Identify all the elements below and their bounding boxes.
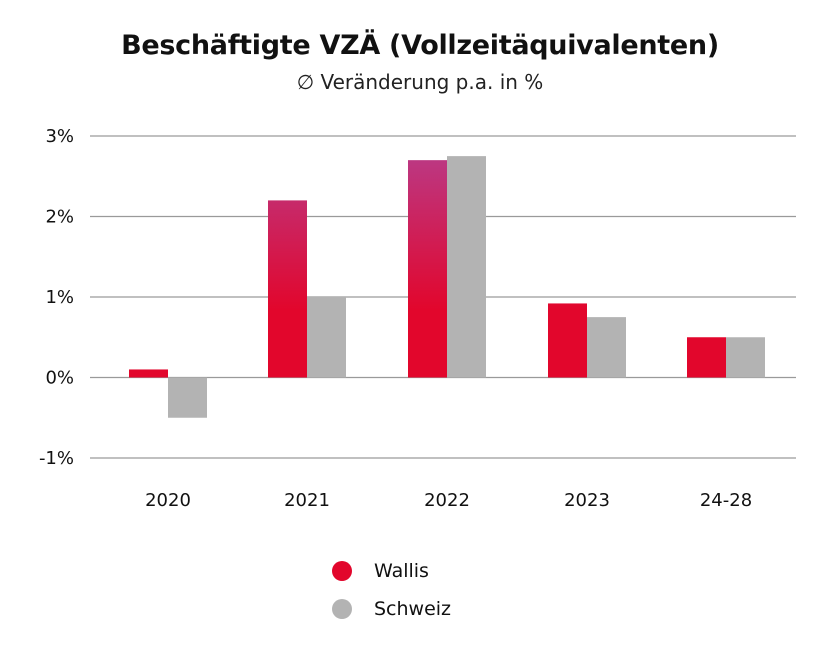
x-tick-label: 24-28 [700,490,752,511]
bar-wallis-2022 [408,160,447,378]
legend-swatch-wallis [332,561,352,581]
chart-title: Beschäftigte VZÄ (Vollzeitäquivalenten) [121,30,719,61]
bar-wallis-2023 [548,303,587,378]
legend: Wallis Schweiz [332,552,451,628]
y-tick-label: 0% [45,368,74,389]
x-tick-label: 2022 [424,490,470,511]
y-tick-label: 1% [45,287,74,308]
legend-swatch-schweiz [332,599,352,619]
x-tick-label: 2021 [284,490,330,511]
y-tick-label: 3% [45,126,74,147]
bar-schweiz-2022 [447,156,486,378]
bar-schweiz-2020 [168,377,207,418]
legend-label-schweiz: Schweiz [374,598,452,620]
legend-item-schweiz: Schweiz [332,590,451,628]
y-tick-label: -1% [39,448,74,469]
chart-subtitle: ∅ Veränderung p.a. in % [296,70,544,94]
legend-item-wallis: Wallis [332,552,451,590]
bar-schweiz-2023 [587,317,626,378]
x-tick-label: 2020 [145,490,191,511]
legend-label-wallis: Wallis [374,560,429,582]
y-tick-label: 2% [45,207,74,228]
bar-wallis-24-28 [687,337,726,378]
bar-schweiz-24-28 [726,337,765,378]
bar-wallis-2020 [129,369,168,378]
bar-wallis-2021 [268,200,307,378]
bar-schweiz-2021 [307,297,346,378]
x-tick-label: 2023 [564,490,610,511]
